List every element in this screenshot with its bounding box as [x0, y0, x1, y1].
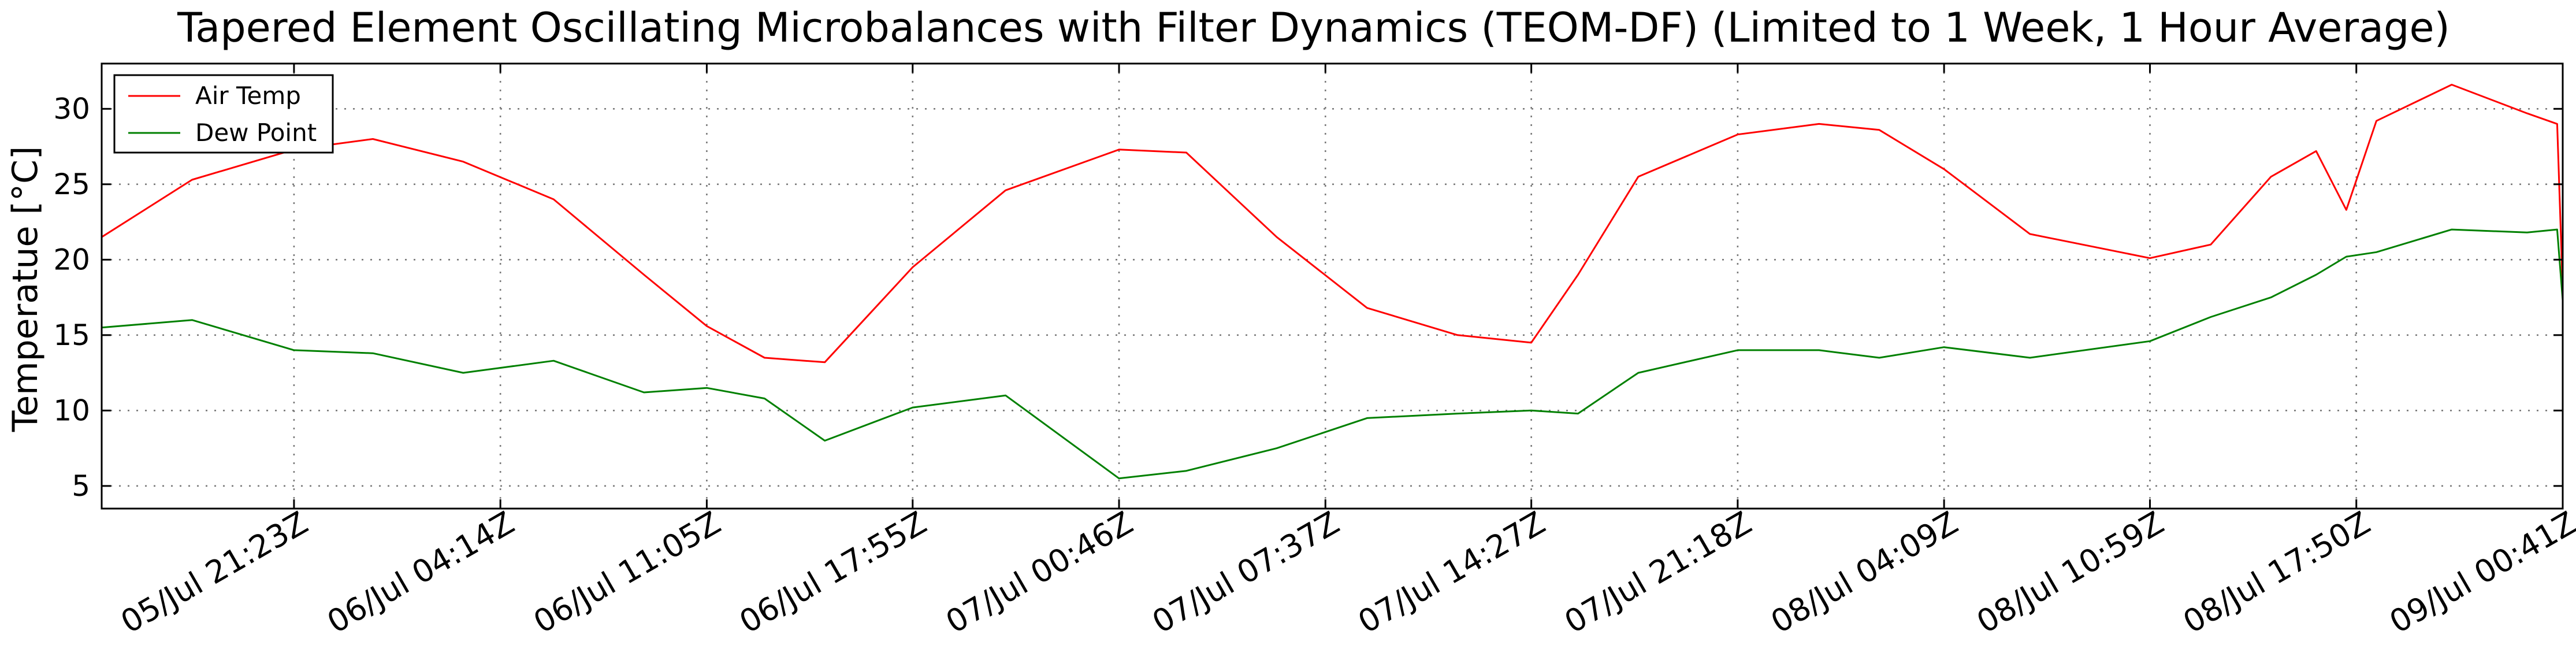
- x-tick-label: 06/Jul 17:55Z: [733, 505, 932, 640]
- y-axis-label: Temperatue [°C]: [5, 146, 46, 433]
- x-tick-label: 07/Jul 14:27Z: [1352, 505, 1551, 640]
- y-tick-labels: 5 10 15 20 25 30: [53, 92, 90, 503]
- x-tick-label: 07/Jul 21:18Z: [1559, 505, 1758, 640]
- tick-marks: [102, 64, 2564, 509]
- series-line-1: [101, 228, 2564, 480]
- x-tick-label: 08/Jul 04:09Z: [1765, 505, 1964, 640]
- series-line-0: [101, 84, 2564, 364]
- x-tick-label: 08/Jul 10:59Z: [1971, 505, 2170, 640]
- y-tick-label: 30: [53, 92, 90, 125]
- x-tick-labels: 05/Jul 21:23Z 06/Jul 04:14Z 06/Jul 11:05Z 0…: [115, 505, 2576, 640]
- y-tick-label: 15: [53, 318, 90, 352]
- y-tick-label: 10: [53, 394, 90, 427]
- gridlines: [102, 64, 2564, 509]
- x-tick-label: 09/Jul 00:41Z: [2384, 505, 2576, 640]
- legend-label-dew-point: Dew Point: [195, 118, 317, 147]
- x-tick-label: 08/Jul 17:50Z: [2177, 505, 2376, 640]
- x-tick-label: 07/Jul 00:46Z: [940, 505, 1139, 640]
- x-tick-label: 06/Jul 11:05Z: [527, 505, 727, 640]
- series-layer: [101, 84, 2564, 480]
- legend-label-air-temp: Air Temp: [195, 81, 301, 110]
- legend: Air Temp Dew Point: [113, 74, 334, 154]
- x-tick-label: 07/Jul 07:37Z: [1146, 505, 1345, 640]
- y-tick-label: 20: [53, 243, 90, 276]
- y-tick-label: 5: [72, 469, 90, 503]
- x-tick-label: 06/Jul 04:14Z: [321, 505, 521, 640]
- legend-box: [113, 74, 334, 154]
- chart-title: Tapered Element Oscillating Microbalance…: [177, 4, 2450, 51]
- x-tick-label: 05/Jul 21:23Z: [115, 505, 314, 640]
- plot-frame: [101, 62, 2564, 510]
- y-tick-label: 25: [53, 168, 90, 201]
